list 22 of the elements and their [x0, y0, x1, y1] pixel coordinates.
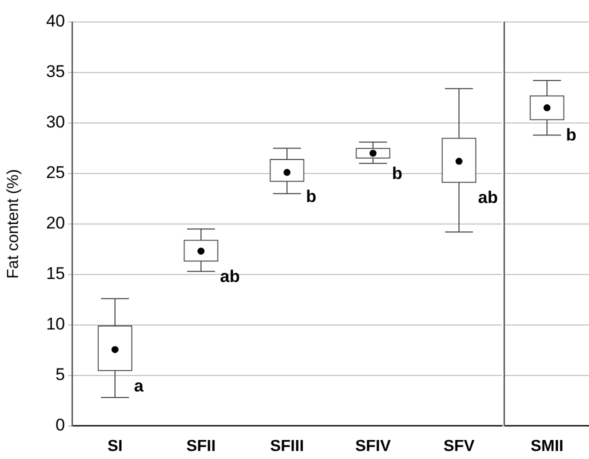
annotation: b — [392, 164, 402, 183]
x-tick-label: SMII — [530, 438, 564, 455]
x-tick-label: SFV — [443, 438, 475, 455]
y-tick-label: 20 — [46, 214, 65, 233]
annotation: ab — [478, 188, 498, 208]
y-tick-label: 15 — [46, 264, 65, 284]
y-axis-title: Fat content (%) — [5, 169, 22, 279]
annotation: b — [566, 126, 576, 145]
y-tick-label: 35 — [46, 62, 65, 82]
annotation: a — [134, 376, 144, 396]
y-tick-label: 30 — [46, 112, 65, 132]
y-tick-label: 40 — [46, 12, 65, 31]
x-tick-label: SFIV — [355, 438, 392, 455]
x-tick-label: SFIII — [270, 438, 304, 455]
annotation: ab — [220, 266, 240, 286]
annotation: b — [306, 187, 316, 206]
x-tick-label: SI — [107, 438, 123, 455]
x-tick-label: SFII — [186, 438, 216, 455]
y-tick-label: 5 — [56, 365, 65, 384]
y-tick-label: 10 — [46, 314, 65, 334]
y-tick-label: 25 — [46, 163, 65, 182]
y-tick-label: 0 — [56, 415, 65, 434]
